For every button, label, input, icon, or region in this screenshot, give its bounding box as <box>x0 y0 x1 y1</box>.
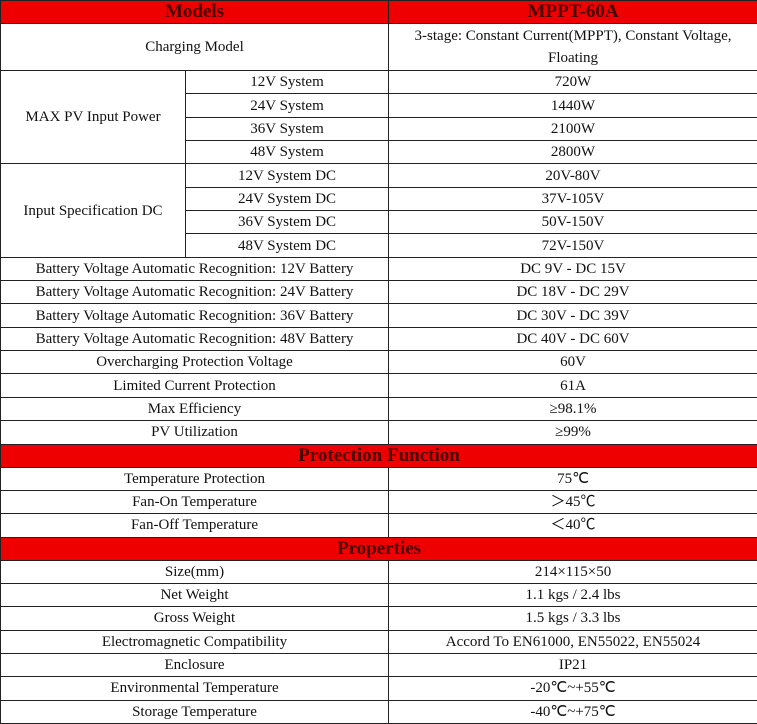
spec-row: Storage Temperature -40℃~+75℃ <box>0 699 757 724</box>
spec-value: 1.5 kgs / 3.3 lbs <box>388 606 757 631</box>
spec-value: 2100W <box>388 116 757 142</box>
spec-row: Battery Voltage Automatic Recognition: 4… <box>0 326 757 352</box>
spec-value: DC 30V - DC 39V <box>388 303 757 328</box>
spec-row: Gross Weight 1.5 kgs / 3.3 lbs <box>0 606 757 631</box>
spec-value: DC 40V - DC 60V <box>388 326 757 352</box>
spec-value: 60V <box>388 350 757 375</box>
spec-label: Overcharging Protection Voltage <box>0 350 390 375</box>
charging-model-value: 3-stage: Constant Current(MPPT), Constan… <box>388 23 757 71</box>
header-row: Models MPPT-60A <box>0 0 757 24</box>
spec-value: Accord To EN61000, EN55022, EN55024 <box>388 629 757 654</box>
max-pv-group-label: MAX PV Input Power <box>0 69 186 165</box>
spec-label: PV Utilization <box>0 420 390 445</box>
spec-value: ＞45℃ <box>388 489 757 515</box>
spec-label: Battery Voltage Automatic Recognition: 1… <box>0 256 390 282</box>
spec-value: ≥99% <box>388 420 757 445</box>
spec-value: 61A <box>388 373 757 398</box>
spec-row: 36V System DC 50V-150V <box>1 210 757 235</box>
spec-label: Max Efficiency <box>0 396 390 422</box>
system-label: 12V System <box>184 69 390 95</box>
spec-value: 37V-105V <box>388 186 757 212</box>
spec-value: 1.1 kgs / 2.4 lbs <box>388 582 757 608</box>
spec-label: Battery Voltage Automatic Recognition: 2… <box>0 280 390 305</box>
spec-row: Limited Current Protection 61A <box>0 373 757 398</box>
charging-model-row: Charging Model 3-stage: Constant Current… <box>0 23 757 71</box>
spec-value: 72V-150V <box>388 233 757 258</box>
spec-value: DC 9V - DC 15V <box>388 256 757 282</box>
system-label: 24V System DC <box>184 186 390 212</box>
spec-row: Battery Voltage Automatic Recognition: 3… <box>0 303 757 328</box>
spec-label: Battery Voltage Automatic Recognition: 3… <box>0 303 390 328</box>
spec-label: Battery Voltage Automatic Recognition: 4… <box>0 326 390 352</box>
system-label: 36V System DC <box>184 210 390 235</box>
spec-value: -40℃~+75℃ <box>388 699 757 724</box>
spec-label: Environmental Temperature <box>0 676 390 701</box>
spec-label: Electromagnetic Compatibility <box>0 629 390 654</box>
spec-row: Fan-On Temperature ＞45℃ <box>0 489 757 515</box>
spec-row: Fan-Off Temperature ＜40℃ <box>0 513 757 538</box>
model-name-header: MPPT-60A <box>388 0 757 24</box>
spec-value: 2800W <box>388 140 757 165</box>
spec-value: 720W <box>388 69 757 95</box>
spec-label: Net Weight <box>0 582 390 608</box>
spec-value: 20V-80V <box>388 163 757 188</box>
spec-row: Max Efficiency ≥98.1% <box>0 396 757 422</box>
properties-title: Properties <box>0 536 757 561</box>
spec-value: 50V-150V <box>388 210 757 235</box>
spec-value: ＜40℃ <box>388 513 757 538</box>
spec-row: Enclosure IP21 <box>0 652 757 678</box>
spec-value: -20℃~+55℃ <box>388 676 757 701</box>
spec-label: Fan-On Temperature <box>0 489 390 515</box>
models-header: Models <box>0 0 390 24</box>
spec-value: 1440W <box>388 93 757 118</box>
protection-title: Protection Function <box>0 443 757 468</box>
spec-row: 48V System DC 72V-150V <box>1 233 757 258</box>
spec-row: Overcharging Protection Voltage 60V <box>0 350 757 375</box>
spec-row: Temperature Protection 75℃ <box>0 466 757 491</box>
spec-row: Battery Voltage Automatic Recognition: 2… <box>0 280 757 305</box>
spec-row: 48V System 2800W <box>1 140 757 165</box>
system-label: 48V System DC <box>184 233 390 258</box>
spec-label: Fan-Off Temperature <box>0 513 390 538</box>
spec-row: Environmental Temperature -20℃~+55℃ <box>0 676 757 701</box>
spec-value: IP21 <box>388 652 757 678</box>
protection-section-header: Protection Function <box>0 443 757 468</box>
properties-section-header: Properties <box>0 536 757 561</box>
system-label: 36V System <box>184 116 390 142</box>
spec-label: Gross Weight <box>0 606 390 631</box>
spec-row: PV Utilization ≥99% <box>0 420 757 445</box>
spec-value: 75℃ <box>388 466 757 491</box>
spec-row: Size(mm) 214×115×50 <box>0 559 757 584</box>
charging-model-label: Charging Model <box>0 23 390 71</box>
spec-label: Enclosure <box>0 652 390 678</box>
spec-label: Size(mm) <box>0 559 390 584</box>
spec-row: Net Weight 1.1 kgs / 2.4 lbs <box>0 582 757 608</box>
spec-row: Input Specification DC 12V System DC 20V-8… <box>0 163 757 258</box>
spec-row: Electromagnetic Compatibility Accord To E… <box>0 629 757 654</box>
spec-row: Battery Voltage Automatic Recognition: 1… <box>0 256 757 282</box>
spec-row: MAX PV Input Power 12V System 720W <box>0 69 757 165</box>
system-label: 12V System DC <box>184 163 390 188</box>
input-spec-group-label: Input Specification DC <box>0 163 186 258</box>
spec-row: 36V System 2100W <box>1 116 757 142</box>
spec-row: 24V System 1440W <box>1 93 757 118</box>
spec-row: 24V System DC 37V-105V <box>1 186 757 212</box>
spec-value: 214×115×50 <box>388 559 757 584</box>
spec-value: ≥98.1% <box>388 396 757 422</box>
system-label: 24V System <box>184 93 390 118</box>
spec-label: Temperature Protection <box>0 466 390 491</box>
spec-label: Limited Current Protection <box>0 373 390 398</box>
spec-value: DC 18V - DC 29V <box>388 280 757 305</box>
system-label: 48V System <box>184 140 390 165</box>
spec-label: Storage Temperature <box>0 699 390 724</box>
